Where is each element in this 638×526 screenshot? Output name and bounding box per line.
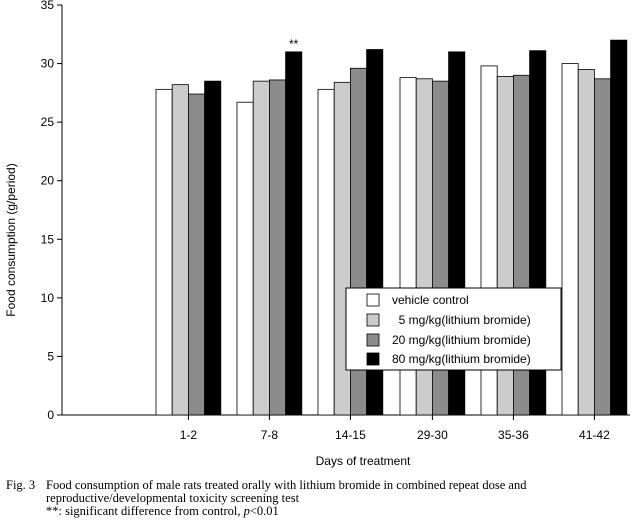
bar xyxy=(171,84,189,416)
bar xyxy=(317,88,335,416)
bar xyxy=(187,93,205,416)
y-tick-label: 30 xyxy=(41,57,55,71)
legend-swatch xyxy=(366,293,380,307)
bar xyxy=(610,39,628,416)
y-tick-label: 35 xyxy=(41,0,55,12)
legend-label: 20 mg/kg(lithium bromide) xyxy=(392,333,531,347)
x-tick-label: 41-42 xyxy=(579,428,610,442)
figure-label: Fig. 3 xyxy=(6,478,36,492)
caption-line-1: Fig. 3 Food consumption of male rats trea… xyxy=(6,479,634,492)
x-tick-label: 7-8 xyxy=(261,428,279,442)
x-axis-label: Days of treatment xyxy=(316,454,411,468)
bar-chart: 0 5 10 15 20 25 30 35 1-2 7-8 14-15 29-30 35-36 41-42… xyxy=(4,0,630,468)
significance-annotation: ** xyxy=(289,37,299,51)
x-tick-label: 29-30 xyxy=(417,428,448,442)
bar xyxy=(285,51,303,416)
y-axis-label: Food consumption (g/period) xyxy=(4,163,18,316)
labels-layer: 0 5 10 15 20 25 30 35 1-2 7-8 14-15 29-30 35-36 41-42… xyxy=(41,0,610,442)
bar xyxy=(204,80,222,416)
bar xyxy=(594,78,612,416)
caption-note-suffix: <0.01 xyxy=(249,504,279,518)
caption-note-p: p xyxy=(243,504,250,518)
caption-line-2: reproductive/developmental toxicity scre… xyxy=(46,491,300,505)
legend-swatch xyxy=(366,333,380,347)
bar xyxy=(577,69,595,416)
caption-note: **: significant difference from control,… xyxy=(6,505,634,518)
bar xyxy=(236,101,254,416)
y-tick-label: 10 xyxy=(41,291,55,305)
legend-label: 80 mg/kg(lithium bromide) xyxy=(392,352,531,366)
x-tick-label: 14-15 xyxy=(335,428,366,442)
legend-label: vehicle control xyxy=(392,293,469,307)
x-tick-label: 1-2 xyxy=(180,428,198,442)
legend-swatch xyxy=(366,352,380,366)
legend-box xyxy=(345,287,562,371)
x-tick-label: 35-36 xyxy=(498,428,529,442)
y-tick-label: 5 xyxy=(47,349,54,363)
bar xyxy=(561,63,579,416)
bar xyxy=(252,80,270,416)
legend: vehicle control 5 mg/kg(lithium bromide)… xyxy=(345,287,562,371)
legend-swatch xyxy=(366,313,380,327)
y-tick-label: 15 xyxy=(41,232,55,246)
bar xyxy=(268,79,286,416)
legend-label: 5 mg/kg(lithium bromide) xyxy=(392,313,531,327)
caption-note-prefix: **: significant difference from control, xyxy=(46,504,241,518)
caption-text-1: Food consumption of male rats treated or… xyxy=(46,478,527,492)
bar xyxy=(155,88,173,416)
y-tick-label: 25 xyxy=(41,115,55,129)
y-tick-label: 0 xyxy=(47,408,54,422)
y-tick-label: 20 xyxy=(41,174,55,188)
figure-caption: Fig. 3 Food consumption of male rats trea… xyxy=(6,479,634,518)
